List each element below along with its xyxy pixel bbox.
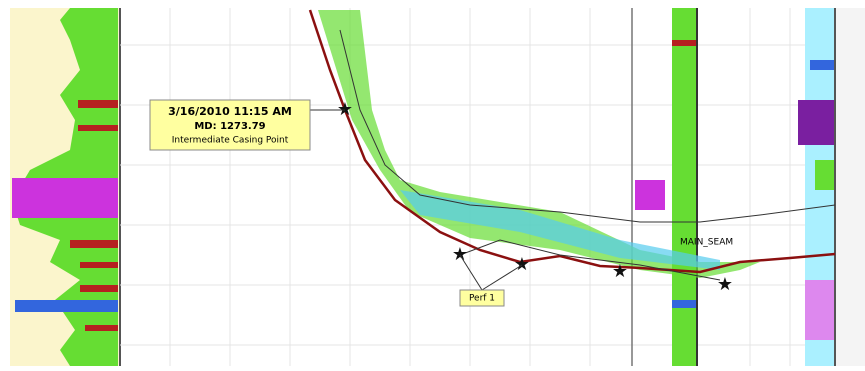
callout-label: Intermediate Casing Point (172, 136, 289, 146)
log-fill (798, 100, 835, 145)
well-trajectory (308, 9, 836, 274)
log-bands (70, 100, 118, 331)
perf-box (459, 289, 505, 307)
log-fill (805, 280, 835, 340)
perf-leader (481, 264, 523, 291)
plan-line (339, 29, 836, 223)
log-fill (12, 178, 118, 218)
log-fill (810, 60, 835, 70)
plan-line (459, 239, 721, 281)
callout-date: 3/16/2010 11:15 AM (168, 105, 292, 118)
callout-box (149, 99, 311, 151)
log-fill (635, 180, 665, 210)
svg-text:★: ★ (514, 254, 530, 275)
seam-label: MAIN_SEAM (680, 238, 733, 248)
log-fill (672, 40, 697, 46)
axis-strip (836, 8, 865, 366)
log-fill (815, 160, 835, 190)
log-fill (15, 300, 118, 312)
log-fill (672, 300, 697, 308)
callout-md: MD: 1273.79 (194, 121, 265, 132)
svg-text:★: ★ (452, 244, 468, 265)
perf-label: Perf 1 (469, 294, 495, 304)
svg-text:★: ★ (612, 261, 628, 282)
formation-fill (400, 190, 720, 270)
perf-leader (459, 254, 483, 291)
svg-text:★: ★ (717, 274, 733, 295)
log-track-mid (672, 8, 697, 366)
